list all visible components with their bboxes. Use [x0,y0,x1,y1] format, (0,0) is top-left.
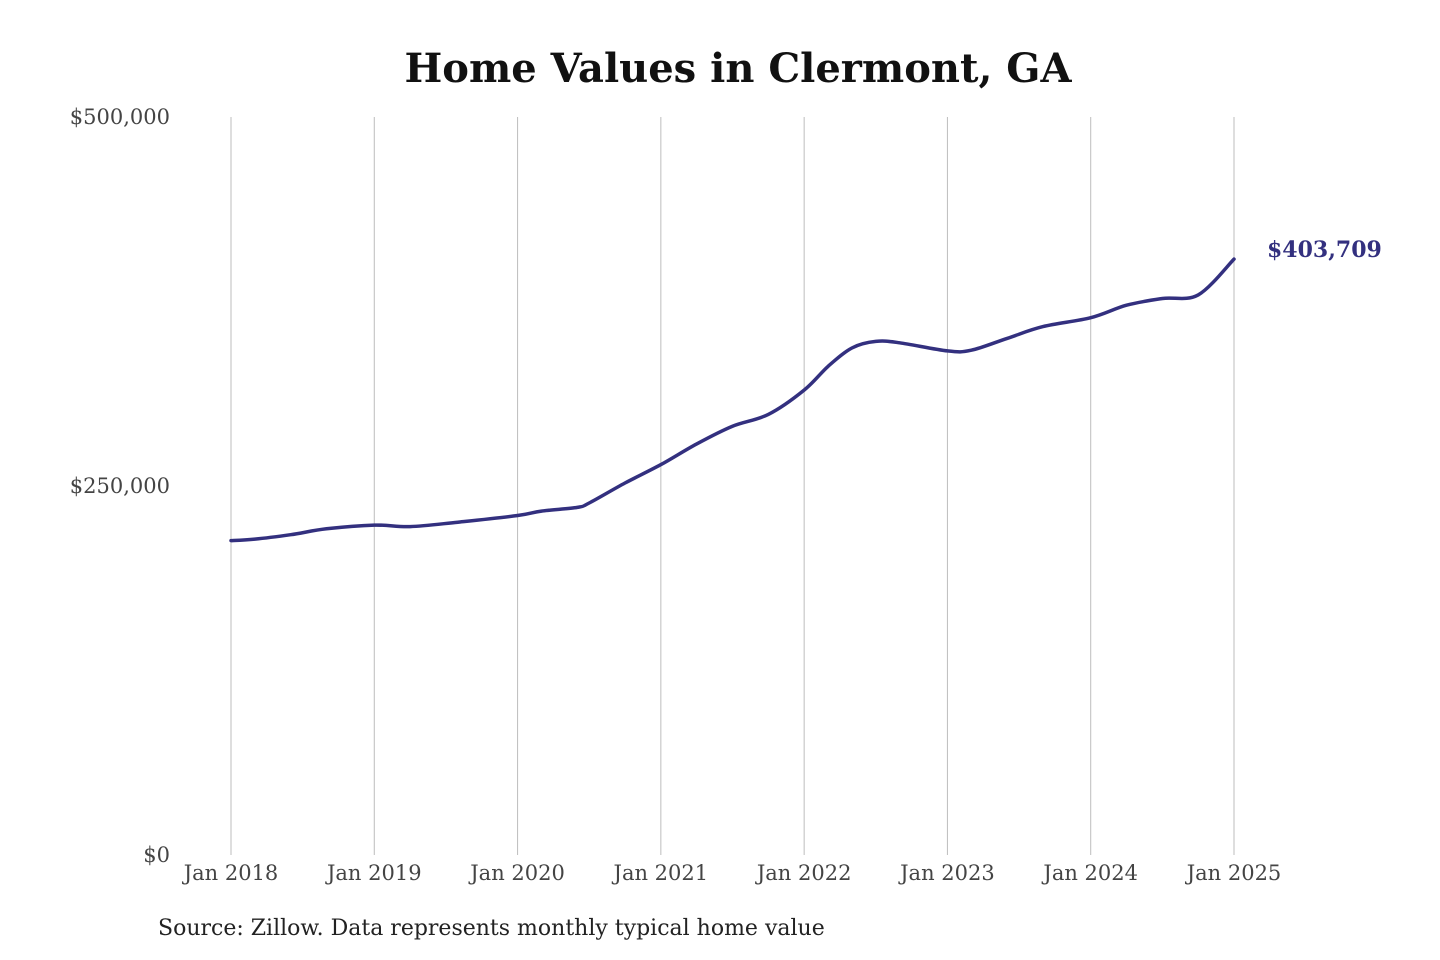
y-tick-label: $0 [143,843,170,867]
series-layer [229,257,1236,543]
end-value-label: $403,709 [1267,237,1382,263]
x-axis-ticks: Jan 2018 Jan 2019 Jan 2020 Jan 2021 Jan 2022… [182,861,1282,885]
x-tick-label: Jan 2018 [182,861,279,885]
x-tick-label: Jan 2020 [468,861,565,885]
vertical-gridlines [230,117,1235,855]
y-axis-ticks: $0 $250,000 $500,000 [70,105,170,867]
x-tick-label: Jan 2025 [1185,861,1282,885]
x-tick-label: Jan 2022 [755,861,852,885]
y-tick-label: $250,000 [70,474,170,498]
series-line-0 [229,257,1236,543]
source-note: Source: Zillow. Data represents monthly … [158,916,825,941]
y-tick-label: $500,000 [70,105,170,129]
x-tick-label: Jan 2019 [325,861,422,885]
x-tick-label: Jan 2024 [1041,861,1138,885]
x-tick-label: Jan 2021 [612,861,709,885]
chart-title: Home Values in Clermont, GA [405,45,1073,92]
x-tick-label: Jan 2023 [898,861,995,885]
annotation-layer: $403,709 [1267,237,1382,263]
